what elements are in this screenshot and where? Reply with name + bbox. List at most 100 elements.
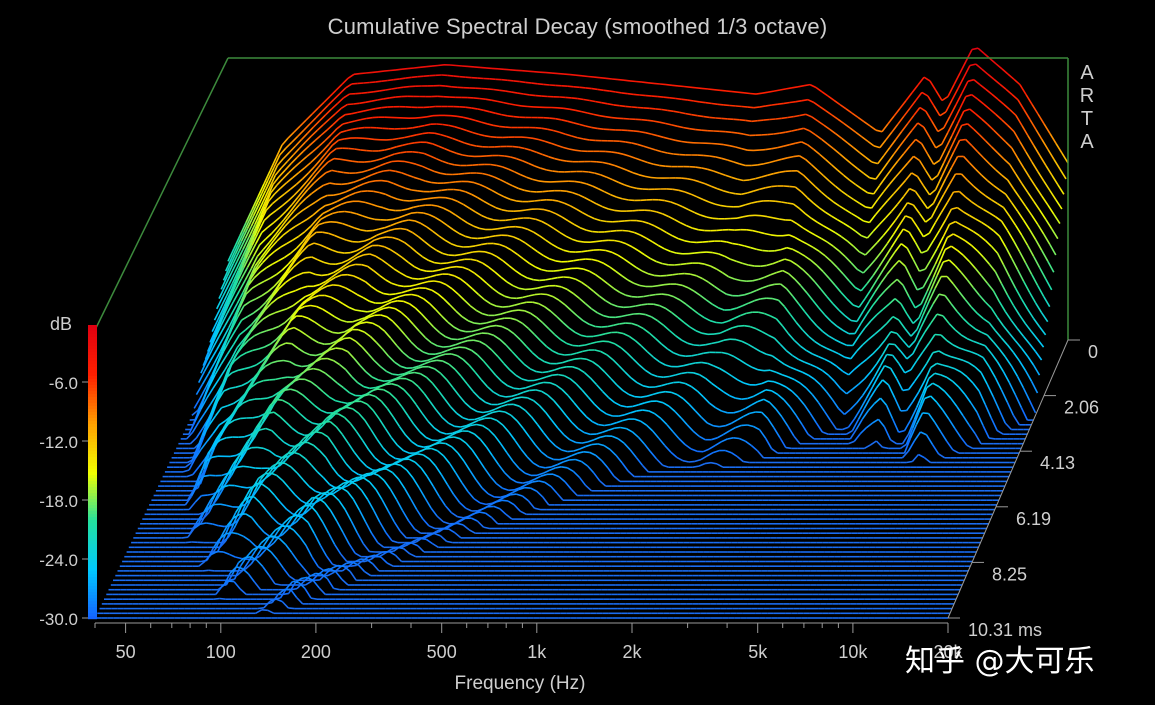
slice-34-seg bbox=[278, 389, 285, 395]
slice-6-seg bbox=[225, 282, 234, 297]
slice-20-seg bbox=[532, 301, 539, 305]
slice-27-seg bbox=[414, 359, 422, 363]
slice-9-seg bbox=[905, 215, 912, 219]
slice-21-seg bbox=[711, 382, 719, 389]
slice-12-seg bbox=[856, 311, 864, 322]
slice-29-seg bbox=[446, 379, 454, 388]
slice-6-seg bbox=[946, 151, 955, 165]
slice-7-seg bbox=[434, 132, 441, 136]
slice-16-seg bbox=[884, 331, 892, 341]
slice-14-seg bbox=[545, 239, 553, 245]
slice-14-seg bbox=[647, 272, 655, 277]
slice-15-seg bbox=[1012, 351, 1021, 362]
slice-1-seg bbox=[579, 86, 586, 89]
slice-16-seg bbox=[980, 331, 988, 336]
slice-14-seg bbox=[262, 255, 270, 264]
slice-9-seg bbox=[682, 206, 690, 211]
slice-6-seg bbox=[808, 180, 816, 188]
slice-15-seg bbox=[741, 302, 749, 307]
slice-25-seg bbox=[316, 305, 323, 310]
slice-0-seg bbox=[365, 71, 373, 74]
slice-1-seg bbox=[627, 92, 634, 96]
slice-0-seg bbox=[533, 70, 541, 73]
slice-2-seg bbox=[505, 90, 512, 93]
slice-18-seg bbox=[572, 292, 580, 299]
slice-18-seg bbox=[597, 312, 604, 317]
slice-4-seg bbox=[1035, 186, 1043, 197]
slice-8-seg bbox=[756, 200, 764, 203]
slice-15-seg bbox=[615, 270, 623, 277]
slice-2-seg bbox=[655, 108, 662, 111]
slice-27-seg bbox=[432, 355, 440, 360]
slice-22-seg bbox=[751, 400, 759, 406]
slice-8-seg bbox=[233, 271, 241, 287]
slice-1-seg bbox=[687, 99, 695, 102]
slice-29-seg bbox=[524, 409, 532, 418]
slice-14-seg bbox=[503, 226, 510, 229]
slice-10-seg bbox=[680, 222, 688, 227]
slice-16-seg bbox=[311, 224, 320, 232]
slice-23-seg bbox=[628, 393, 636, 398]
slice-21-seg bbox=[379, 274, 387, 281]
slice-1-seg bbox=[591, 87, 598, 91]
slice-6-seg bbox=[460, 127, 468, 132]
slice-23-seg bbox=[507, 328, 515, 335]
slice-0-seg bbox=[881, 123, 889, 133]
slice-30-seg bbox=[275, 377, 282, 381]
slice-27-seg bbox=[517, 391, 524, 396]
slice-17-seg bbox=[833, 380, 842, 390]
slice-16-seg bbox=[914, 326, 922, 342]
slice-18-seg bbox=[603, 314, 610, 318]
slice-4-seg bbox=[771, 146, 778, 150]
slice-29-seg bbox=[343, 337, 351, 340]
slice-14-seg bbox=[930, 274, 938, 290]
slice-19-seg bbox=[450, 265, 457, 269]
slice-13-seg bbox=[758, 276, 765, 281]
slice-32-seg bbox=[446, 432, 453, 435]
slice-4-seg bbox=[765, 147, 772, 151]
slice-34-seg bbox=[374, 395, 382, 402]
slice-4-seg bbox=[915, 138, 923, 145]
slice-25-seg bbox=[322, 308, 330, 314]
slice-0-seg bbox=[665, 83, 673, 87]
slice-27-seg bbox=[378, 325, 386, 332]
slice-1-seg bbox=[819, 106, 827, 112]
slice-5-seg bbox=[294, 161, 302, 168]
slice-11-seg bbox=[906, 247, 914, 260]
slice-31-seg bbox=[429, 401, 438, 411]
slice-22-seg bbox=[437, 293, 445, 300]
slice-20-seg bbox=[779, 383, 787, 388]
slice-4-seg bbox=[489, 110, 496, 114]
slice-6-seg bbox=[814, 186, 822, 193]
slice-17-seg bbox=[677, 316, 685, 324]
slice-9-seg bbox=[297, 189, 305, 198]
slice-29-seg bbox=[555, 445, 563, 451]
slice-26-seg bbox=[495, 374, 503, 382]
slice-23-seg bbox=[254, 331, 262, 337]
slice-6-seg bbox=[826, 196, 834, 203]
slice-21-seg bbox=[958, 386, 966, 396]
slice-19-seg bbox=[890, 367, 898, 380]
slice-22-seg bbox=[745, 404, 753, 409]
slice-19-seg bbox=[558, 299, 566, 306]
slice-32-seg bbox=[391, 383, 399, 387]
slice-29-seg bbox=[283, 359, 290, 363]
slice-10-seg bbox=[668, 215, 676, 221]
slice-9-seg bbox=[375, 157, 383, 162]
slice-24-seg bbox=[909, 424, 918, 439]
slice-7-seg bbox=[392, 137, 399, 141]
slice-26-seg bbox=[724, 449, 732, 454]
slice-26-seg bbox=[223, 387, 231, 392]
slice-16-seg bbox=[293, 248, 302, 258]
slice-4-seg bbox=[465, 106, 472, 109]
slice-18-seg bbox=[265, 294, 273, 303]
slice-19-seg bbox=[938, 350, 946, 356]
slice-28-seg bbox=[472, 390, 480, 399]
slice-23-seg bbox=[719, 424, 726, 428]
slice-26-seg bbox=[362, 316, 370, 322]
slice-12-seg bbox=[1006, 294, 1015, 306]
slice-29-seg bbox=[627, 470, 635, 478]
slice-1-seg bbox=[705, 101, 713, 105]
slice-24-seg bbox=[583, 372, 592, 379]
slice-10-seg bbox=[1022, 280, 1031, 293]
